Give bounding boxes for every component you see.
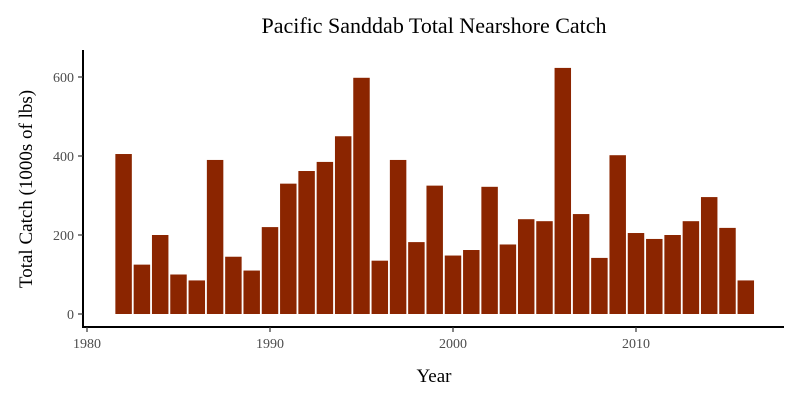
bar-2002 bbox=[481, 186, 498, 314]
bar-2004 bbox=[517, 219, 535, 314]
chart-title: Pacific Sanddab Total Nearshore Catch bbox=[261, 13, 606, 38]
x-ticks-group: 1980 1990 2000 2010 bbox=[73, 327, 650, 352]
bar-1983 bbox=[133, 264, 151, 315]
bar-1987 bbox=[206, 159, 224, 314]
bar-2001 bbox=[463, 250, 480, 314]
y-axis-label: Total Catch (1000s of lbs) bbox=[16, 90, 37, 288]
bar-1994 bbox=[334, 136, 352, 314]
y-tick-label-400: 400 bbox=[53, 150, 74, 165]
x-tick-label-2000: 2000 bbox=[439, 337, 467, 352]
y-tick-label-200: 200 bbox=[53, 229, 74, 244]
bar-2000 bbox=[444, 255, 462, 314]
bar-1992 bbox=[298, 171, 315, 314]
bar-2009 bbox=[609, 155, 626, 314]
bar-1999 bbox=[426, 185, 443, 315]
y-ticks-group: 0 200 400 600 bbox=[53, 71, 83, 323]
bar-1995 bbox=[353, 77, 370, 314]
bar-1991 bbox=[280, 183, 297, 314]
x-axis-label: Year bbox=[416, 366, 452, 387]
bar-2012 bbox=[664, 235, 681, 314]
x-tick-label-2010: 2010 bbox=[622, 337, 650, 352]
bar-2006 bbox=[554, 67, 572, 314]
bar-1982 bbox=[115, 154, 132, 314]
bar-1997 bbox=[389, 159, 407, 314]
bar-1989 bbox=[243, 270, 260, 314]
bar-1988 bbox=[225, 256, 242, 314]
bar-2005 bbox=[536, 221, 553, 314]
bar-2014 bbox=[700, 197, 718, 314]
bar-2015 bbox=[719, 227, 736, 314]
bar-1985 bbox=[170, 274, 187, 314]
bar-2010 bbox=[627, 233, 645, 314]
x-tick-label-1990: 1990 bbox=[256, 337, 284, 352]
bar-2007 bbox=[572, 214, 590, 314]
bar-1998 bbox=[408, 242, 425, 314]
bar-2013 bbox=[682, 221, 700, 314]
bar-2003 bbox=[499, 244, 517, 314]
x-tick-label-1980: 1980 bbox=[73, 337, 101, 352]
bar-1996 bbox=[371, 260, 389, 314]
bar-2011 bbox=[646, 238, 663, 314]
bars-group bbox=[115, 67, 755, 315]
bar-2008 bbox=[591, 257, 608, 314]
bar-1986 bbox=[188, 280, 206, 314]
bar-2016 bbox=[737, 280, 755, 314]
bar-1984 bbox=[151, 235, 169, 314]
bar-1990 bbox=[261, 227, 279, 314]
y-tick-label-0: 0 bbox=[67, 308, 74, 323]
y-tick-label-600: 600 bbox=[53, 71, 74, 86]
bar-1993 bbox=[316, 161, 334, 314]
